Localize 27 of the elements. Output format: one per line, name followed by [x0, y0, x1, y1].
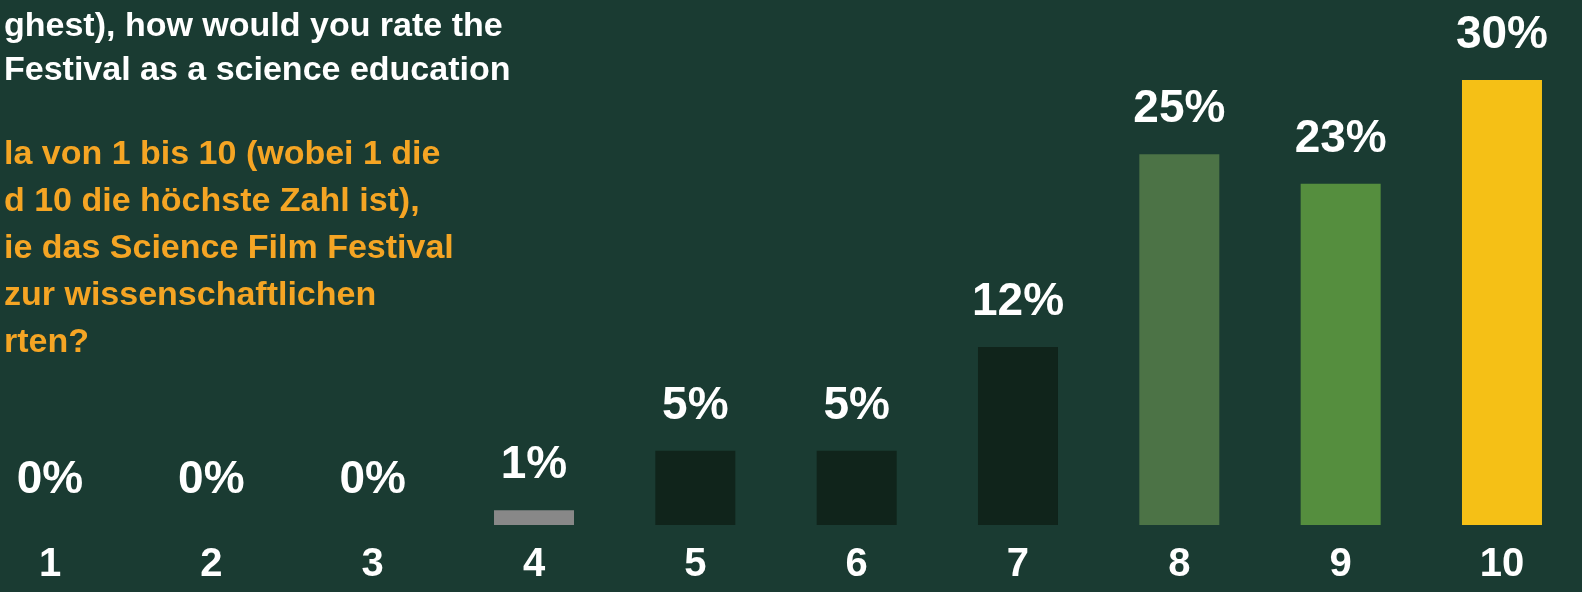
data-label: 5% [823, 376, 890, 429]
bar [978, 347, 1058, 525]
bar [494, 510, 574, 525]
text: la von 1 bis 10 (wobei 1 die d 10 die höchste Zahl ist), ie das Science Film Festival zur wissenschaftlichen rten? [4, 133, 454, 359]
data-label: 0% [16, 451, 84, 503]
chart-title: ghest), how would you rate the Festival as a science education [4, 5, 511, 87]
x-tick-label: 3 [361, 539, 384, 584]
data-label: 25% [1133, 80, 1226, 133]
x-tick-label: 10 [1479, 539, 1525, 584]
data-label: 12% [971, 273, 1065, 325]
data-label: 23% [1294, 109, 1387, 162]
x-tick-label: 6 [845, 539, 868, 584]
x-tick-label: 1 [38, 539, 62, 584]
data-label: 1% [500, 436, 568, 489]
data-label: 30% [1455, 6, 1549, 58]
bar [1300, 183, 1381, 525]
x-tick-label: 9 [1329, 539, 1352, 584]
data-label: 0% [178, 451, 245, 503]
x-tick-label: 2 [200, 539, 223, 584]
bar [1461, 80, 1542, 525]
x-tick-label: 7 [1006, 539, 1030, 584]
data-label: 0% [339, 451, 406, 503]
bar [1139, 154, 1220, 525]
data-label: 5% [662, 376, 729, 429]
x-tick-label: 4 [522, 539, 546, 584]
x-tick-label: 5 [684, 539, 707, 584]
x-tick-label: 8 [1168, 539, 1191, 584]
